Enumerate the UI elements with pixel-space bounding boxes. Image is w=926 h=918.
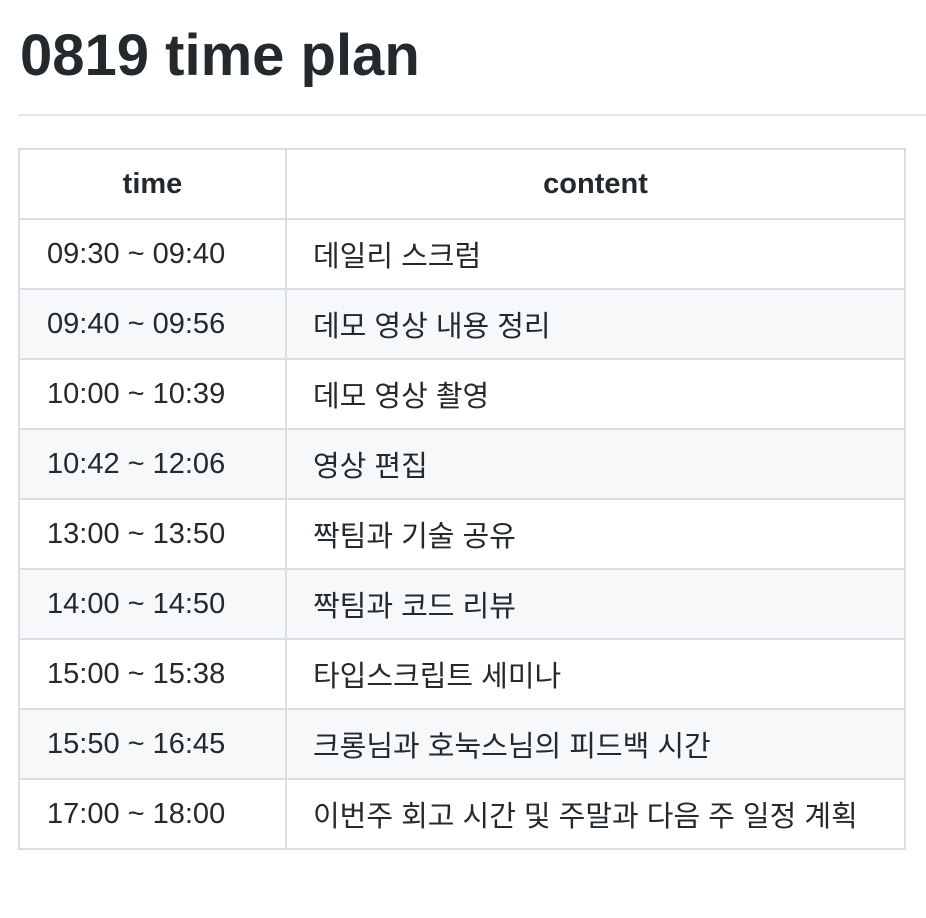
table-row: 15:50 ~ 16:45 크롱님과 호눅스님의 피드백 시간 (18, 708, 906, 780)
content-cell: 데모 영상 내용 정리 (285, 288, 906, 360)
content-cell: 짝팀과 기술 공유 (285, 498, 906, 570)
table-header-row: time content (18, 148, 906, 220)
table-row: 10:42 ~ 12:06 영상 편집 (18, 428, 906, 500)
time-cell: 15:50 ~ 16:45 (18, 708, 287, 780)
content-cell: 이번주 회고 시간 및 주말과 다음 주 일정 계획 (285, 778, 906, 850)
table-row: 09:30 ~ 09:40 데일리 스크럼 (18, 218, 906, 290)
table-row: 15:00 ~ 15:38 타입스크립트 세미나 (18, 638, 906, 710)
table-row: 17:00 ~ 18:00 이번주 회고 시간 및 주말과 다음 주 일정 계획 (18, 778, 906, 850)
table-body: 09:30 ~ 09:40 데일리 스크럼 09:40 ~ 09:56 데모 영… (18, 218, 906, 850)
time-cell: 13:00 ~ 13:50 (18, 498, 287, 570)
time-cell: 10:42 ~ 12:06 (18, 428, 287, 500)
time-cell: 09:30 ~ 09:40 (18, 218, 287, 290)
table-row: 13:00 ~ 13:50 짝팀과 기술 공유 (18, 498, 906, 570)
content-cell: 크롱님과 호눅스님의 피드백 시간 (285, 708, 906, 780)
page-title: 0819 time plan (20, 23, 420, 88)
column-header-time: time (18, 148, 287, 220)
content-cell: 타입스크립트 세미나 (285, 638, 906, 710)
time-cell: 17:00 ~ 18:00 (18, 778, 287, 850)
time-cell: 14:00 ~ 14:50 (18, 568, 287, 640)
table-row: 10:00 ~ 10:39 데모 영상 촬영 (18, 358, 906, 430)
table-row: 14:00 ~ 14:50 짝팀과 코드 리뷰 (18, 568, 906, 640)
table-header: time content (18, 148, 906, 220)
time-cell: 15:00 ~ 15:38 (18, 638, 287, 710)
column-header-content: content (285, 148, 906, 220)
heading-divider (18, 114, 926, 116)
content-cell: 영상 편집 (285, 428, 906, 500)
content-cell: 데일리 스크럼 (285, 218, 906, 290)
content-cell: 데모 영상 촬영 (285, 358, 906, 430)
time-cell: 09:40 ~ 09:56 (18, 288, 287, 360)
time-cell: 10:00 ~ 10:39 (18, 358, 287, 430)
table-row: 09:40 ~ 09:56 데모 영상 내용 정리 (18, 288, 906, 360)
content-cell: 짝팀과 코드 리뷰 (285, 568, 906, 640)
time-plan-table: time content 09:30 ~ 09:40 데일리 스크럼 09:40… (18, 148, 906, 850)
